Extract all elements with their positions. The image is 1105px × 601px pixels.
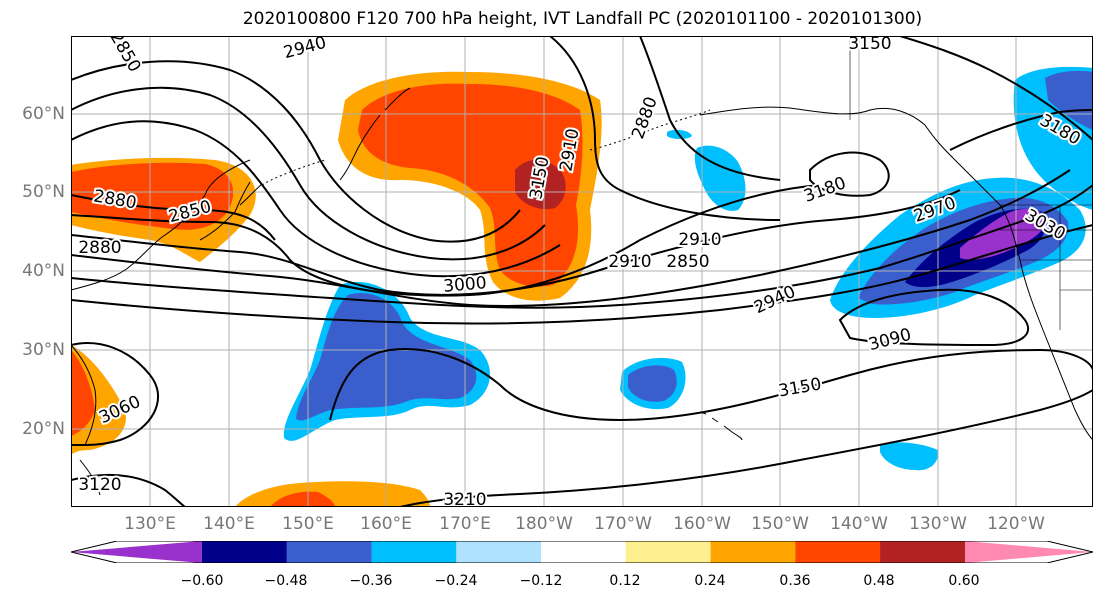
lat-label-40n: 40°N (22, 261, 65, 281)
height-contours (71, 36, 1093, 507)
colorbar-tick-label: 0.24 (694, 573, 726, 589)
contour-label: 3150 (848, 36, 891, 54)
colorbar-cell (965, 541, 1093, 563)
contour-label: 3210 (443, 490, 486, 507)
contour-10 (838, 288, 1030, 347)
contour-label: 2940 (751, 282, 799, 318)
coast-kuril-islands (261, 159, 326, 186)
contour-2 (71, 86, 546, 261)
colorbar-tick-label: −0.24 (434, 573, 478, 589)
contour-3 (71, 120, 561, 278)
contour-label: 3090 (867, 325, 914, 356)
contour-11 (71, 342, 160, 447)
colorbar-tick-label: −0.48 (264, 573, 308, 589)
contour-6 (71, 189, 961, 296)
colorbar-svg (70, 540, 1094, 564)
ivt-strong-japan-sea (71, 162, 234, 230)
contour-1 (71, 60, 521, 243)
ivt-moderate-mid-pacific (628, 365, 677, 402)
colorbar-cell (286, 541, 372, 563)
map-panel: 2850 2940 2880 2910 2880 2850 2880 2910 3000 2940… (71, 36, 1093, 507)
lon-label-150e: 150°E (282, 514, 334, 534)
contour-14 (399, 389, 1093, 507)
contour-label: 3120 (78, 475, 121, 495)
contour-16 (639, 36, 781, 181)
lon-label-140w: 140°W (830, 514, 888, 534)
lon-label-150w: 150°W (751, 514, 809, 534)
ivt-max-ne-pacific (960, 208, 1046, 260)
ivt-strong-south (270, 491, 335, 507)
colorbar-cell (541, 541, 627, 563)
ivt-negative-hawaii (880, 442, 939, 471)
lat-label-50n: 50°N (22, 182, 65, 202)
lat-label-60n: 60°N (22, 104, 65, 124)
contour-12 (329, 348, 1093, 422)
colorbar-cell (456, 541, 542, 563)
lon-label-130e: 130°E (124, 514, 176, 534)
coast-north-america-west (954, 159, 1093, 441)
contour-label: 3150 (777, 374, 823, 401)
coast-alaska (699, 106, 956, 161)
coast-japan (199, 181, 263, 241)
lat-label-20n: 20°N (22, 419, 65, 439)
contour-label: 3180 (801, 173, 848, 207)
colorbar-tick-label: −0.36 (349, 573, 393, 589)
coast-asia-mainland (71, 159, 251, 291)
ivt-max-bering (515, 159, 566, 210)
lon-label-160w: 160°W (673, 514, 731, 534)
contour-18 (949, 109, 1093, 151)
lon-label-130w: 130°W (909, 514, 967, 534)
colorbar-tick-label: 0.60 (948, 573, 980, 589)
coast-kamchatka (339, 87, 411, 181)
lon-label-160e: 160°E (360, 514, 412, 534)
coast-hawaii (699, 411, 743, 441)
colorbar-cell (795, 541, 881, 563)
contour-label: 2910 (678, 230, 721, 250)
lat-label-30n: 30°N (22, 340, 65, 360)
colorbar-cell (71, 541, 202, 563)
map-title: 2020100800 F120 700 hPa height, IVT Land… (242, 9, 923, 29)
contour-9 (71, 224, 1093, 325)
colorbar-tick-label: −0.12 (519, 573, 563, 589)
colorbar-tick-label: 0.36 (779, 573, 811, 589)
border-canada (849, 36, 1093, 206)
ivt-strong-philippine-sea (71, 350, 95, 436)
contour-13 (71, 473, 186, 507)
lon-label-170e: 170°E (439, 514, 491, 534)
colorbar-cell (880, 541, 966, 563)
contour-label: 2850 (666, 252, 709, 272)
colorbar-cell (201, 541, 288, 563)
colorbar (70, 540, 1095, 567)
contour-15 (549, 36, 781, 221)
contour-17 (899, 36, 1093, 141)
colorbar-cell (371, 541, 457, 563)
ivt-moderate-canada (1045, 70, 1093, 130)
ivt-strong-bering (358, 83, 583, 287)
ivt-negative-gulf-of-alaska (694, 145, 746, 211)
colorbar-tick-label: −0.60 (180, 573, 224, 589)
border-us-states (1000, 205, 1093, 330)
contour-8 (71, 184, 1093, 309)
contour-label: 2910 (608, 252, 651, 272)
contour-label: 3000 (443, 273, 488, 297)
contour-7 (71, 169, 1071, 307)
colorbar-tick-label: 0.48 (863, 573, 895, 589)
contour-5 (71, 184, 821, 297)
contour-label: 2940 (282, 36, 329, 63)
colorbar-cell (625, 541, 712, 563)
contour-label: 2880 (628, 94, 662, 141)
lon-label-140e: 140°E (203, 514, 255, 534)
contour-4 (71, 194, 276, 241)
ivt-shading-positive (71, 71, 602, 507)
contour-label: 2880 (78, 238, 121, 258)
contour-ne-pacific-low (809, 151, 890, 197)
lon-label-180w: 180°W (515, 514, 573, 534)
coastlines (71, 36, 1093, 496)
colorbar-tick-label: 0.12 (609, 573, 641, 589)
lon-label-170w: 170°W (594, 514, 652, 534)
contour-label: 2850 (106, 36, 145, 76)
colorbar-cell (710, 541, 796, 563)
lon-label-120w: 120°W (987, 514, 1045, 534)
